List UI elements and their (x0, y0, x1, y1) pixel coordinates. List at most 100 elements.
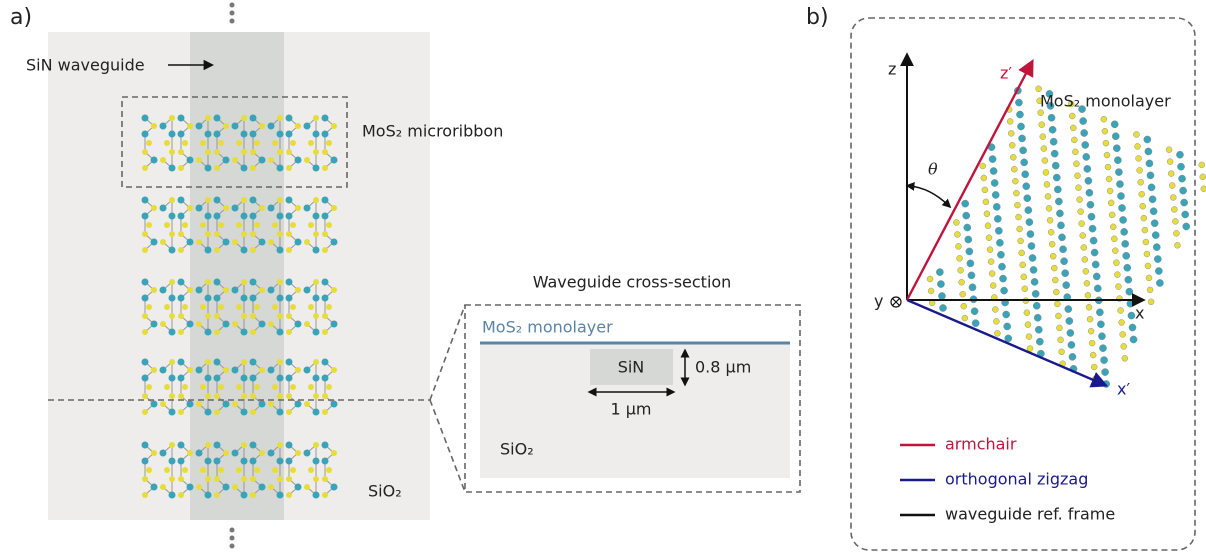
atom (205, 359, 211, 365)
x-label: x (1135, 304, 1144, 323)
atom (146, 384, 152, 390)
atom (205, 149, 211, 155)
atom (178, 442, 185, 449)
atom (200, 222, 206, 228)
atom (1039, 133, 1047, 141)
atom (1025, 333, 1033, 341)
atom (164, 222, 170, 228)
atom (160, 287, 167, 294)
atom (313, 131, 320, 138)
atom (254, 467, 260, 473)
atom (182, 140, 188, 146)
atom (990, 178, 1000, 188)
atom (1057, 233, 1067, 243)
legend-entry: orthogonal zigzag (945, 470, 1088, 489)
waveguide (190, 32, 284, 520)
atom (250, 295, 257, 302)
atom (1019, 158, 1029, 168)
atom (182, 304, 188, 310)
atom (196, 123, 203, 130)
atom (968, 283, 978, 293)
atom (1114, 283, 1122, 291)
atom (178, 213, 185, 220)
atom (926, 275, 934, 283)
atom (187, 157, 194, 164)
atom (1044, 192, 1052, 200)
atom (241, 131, 248, 138)
atom (322, 131, 329, 138)
atom (304, 205, 311, 212)
atom (1064, 304, 1074, 314)
atom (151, 450, 157, 456)
atom (160, 239, 166, 245)
atom (1120, 239, 1130, 249)
atom (160, 367, 167, 374)
atom (142, 295, 149, 302)
atom (218, 140, 224, 146)
atom (286, 295, 293, 302)
atom (200, 384, 206, 390)
atom (259, 205, 265, 211)
atom (304, 157, 310, 163)
atom (214, 329, 220, 335)
atom (182, 384, 188, 390)
atom (1091, 260, 1101, 270)
atom (1125, 287, 1135, 297)
atom (214, 131, 221, 138)
atom (1111, 247, 1119, 255)
atom (142, 247, 148, 253)
atom (241, 393, 247, 399)
core-label: SiN (618, 358, 645, 377)
atom (250, 476, 256, 482)
atom (241, 442, 247, 448)
atom (1049, 137, 1059, 147)
atom (214, 442, 221, 449)
atom (1172, 229, 1180, 237)
atom (142, 115, 149, 122)
atom (250, 393, 256, 399)
atom (236, 384, 242, 390)
atom (1048, 240, 1056, 248)
atom (1079, 232, 1087, 240)
atom (304, 367, 311, 374)
atom (286, 393, 292, 399)
atom (1013, 201, 1021, 209)
atom (232, 401, 238, 407)
atom (1152, 242, 1162, 252)
atom (1052, 288, 1060, 296)
atom (286, 359, 293, 366)
atom (304, 401, 310, 407)
atom (205, 492, 212, 499)
atom (268, 205, 275, 212)
atom (1111, 131, 1121, 141)
atom (936, 279, 946, 289)
atom (160, 450, 167, 457)
atom (259, 484, 266, 491)
atom (151, 287, 157, 293)
atom (1034, 325, 1044, 335)
atom (1010, 165, 1018, 173)
atom (142, 409, 148, 415)
atom (1035, 337, 1045, 347)
legend-entry: waveguide ref. frame (945, 505, 1115, 524)
atom (295, 239, 302, 246)
atom (313, 329, 320, 336)
atom (1119, 330, 1127, 338)
atom (1148, 195, 1158, 205)
atom (965, 247, 975, 257)
atom (313, 313, 319, 319)
atom (1134, 142, 1142, 150)
atom (1087, 327, 1095, 335)
atom (286, 492, 292, 498)
atom (326, 384, 332, 390)
atom (962, 223, 972, 233)
atom (250, 279, 257, 286)
atom (259, 367, 265, 373)
atom (308, 467, 314, 473)
atom (205, 458, 212, 465)
atom (326, 222, 332, 228)
atom (983, 210, 991, 218)
atom (223, 239, 230, 246)
atom (232, 287, 239, 294)
atom (1173, 241, 1181, 249)
